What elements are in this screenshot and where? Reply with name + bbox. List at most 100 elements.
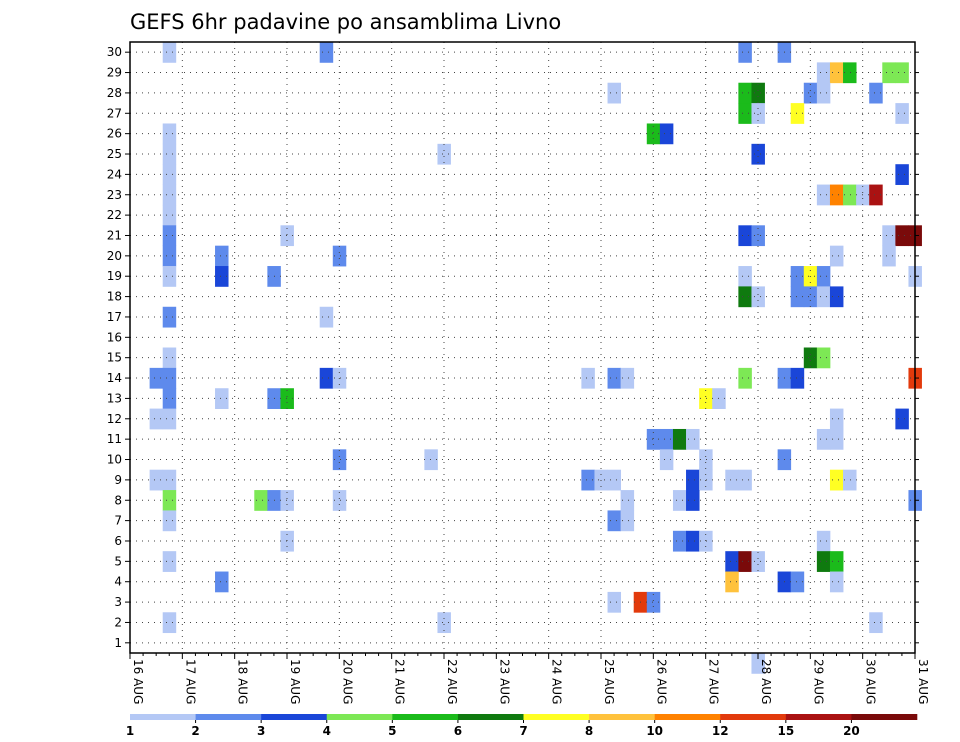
heatmap-cell <box>738 225 752 247</box>
chart-title: GEFS 6hr padavine po ansamblima Livno <box>130 10 561 34</box>
colorbar-segment <box>720 714 787 720</box>
heatmap-cell <box>790 103 805 124</box>
heatmap-cell <box>215 388 229 409</box>
heatmap-cell <box>607 82 622 104</box>
heatmap-cell <box>738 82 752 104</box>
heatmap-cell <box>829 286 844 308</box>
y-tick-label: 27 <box>107 106 122 120</box>
x-tick-label: 31 AUG <box>916 659 930 704</box>
x-tick-label: 28 AUG <box>759 659 773 704</box>
heatmap-cell <box>738 469 752 491</box>
heatmap-cell <box>162 347 177 369</box>
heatmap-cell <box>162 184 177 206</box>
heatmap-cell <box>882 62 896 84</box>
heatmap-cell <box>672 490 687 511</box>
y-tick-label: 8 <box>114 493 122 507</box>
y-tick-label: 17 <box>107 310 122 324</box>
heatmap-cell <box>162 204 177 226</box>
heatmap-cell <box>816 82 831 104</box>
heatmap-cell <box>332 490 347 511</box>
heatmap-cell <box>424 449 438 471</box>
y-tick-label: 4 <box>114 575 122 589</box>
heatmap-cell <box>738 367 752 389</box>
colorbar-label: 2 <box>191 724 199 738</box>
colorbar-label: 1 <box>126 724 134 738</box>
heatmap-cell <box>162 42 177 63</box>
heatmap-cell <box>620 490 635 511</box>
colorbar-segment <box>130 714 196 720</box>
heatmap-cell <box>659 428 674 450</box>
heatmap-cell <box>738 42 752 63</box>
heatmap-cell <box>882 245 896 267</box>
x-tick-label: 21 AUG <box>393 659 407 704</box>
x-tick-label: 27 AUG <box>707 659 721 704</box>
heatmap-cell <box>686 530 700 552</box>
y-tick-label: 23 <box>107 188 122 202</box>
y-tick-label: 19 <box>107 269 122 283</box>
y-tick-label: 26 <box>107 127 122 141</box>
colorbar-legend: 1 2 3 4 5 6 7 8 10 12 15 20 <box>126 714 918 738</box>
heatmap-cell <box>725 571 739 593</box>
heatmap-cell <box>751 286 765 308</box>
y-tick-label: 13 <box>107 391 122 405</box>
heatmap-cell <box>280 490 294 511</box>
heatmap-cell <box>738 266 752 287</box>
heatmap-cell <box>829 428 844 450</box>
heatmap-cell <box>607 367 622 389</box>
heatmap-cell <box>607 510 622 532</box>
heatmap-cell <box>751 551 765 572</box>
heatmap-cell <box>319 42 334 63</box>
colorbar-label: 4 <box>323 724 331 738</box>
heatmap-cell <box>162 490 177 511</box>
x-axis: 16 AUG 17 AUG 18 AUG 19 AUG 20 AUG 21 AUG 22 A… <box>129 653 930 704</box>
y-tick-label: 29 <box>107 66 122 80</box>
heatmap-cell <box>816 530 831 552</box>
heatmap-cell <box>816 347 831 369</box>
heatmap-cell <box>581 469 595 491</box>
heatmap-cell <box>725 469 739 491</box>
heatmap-cell <box>829 408 844 430</box>
heatmap-cell <box>751 225 765 247</box>
heatmap-cell <box>738 286 752 308</box>
heatmap-cell <box>829 184 844 206</box>
heatmap-cell <box>607 591 622 613</box>
heatmap-cell <box>882 225 896 247</box>
colorbar-segment <box>851 714 918 720</box>
x-tick-label: 19 AUG <box>288 659 302 704</box>
colorbar-segment <box>654 714 721 720</box>
colorbar-label: 8 <box>585 724 593 738</box>
heatmap-cell <box>620 367 635 389</box>
y-tick-label: 1 <box>114 636 122 650</box>
y-tick-label: 28 <box>107 86 122 100</box>
y-tick-label: 16 <box>107 330 122 344</box>
heatmap-cell <box>332 449 347 471</box>
heatmap-cell <box>646 428 661 450</box>
heatmap-cell <box>843 469 857 491</box>
y-tick-label: 6 <box>114 534 122 548</box>
colorbar-segment <box>261 714 328 720</box>
heatmap-cell <box>699 388 713 409</box>
colorbar-label: 12 <box>712 724 729 738</box>
y-tick-label: 21 <box>107 228 122 242</box>
y-tick-label: 18 <box>107 290 122 304</box>
heatmap-cell <box>829 62 844 84</box>
y-tick-label: 14 <box>107 371 122 385</box>
x-tick-label: 29 AUG <box>811 659 825 704</box>
heatmap-cell <box>162 367 177 389</box>
y-tick-label: 9 <box>114 473 122 487</box>
x-tick-label: 25 AUG <box>602 659 616 704</box>
colorbar-label: 20 <box>843 724 860 738</box>
x-tick-label: 22 AUG <box>445 659 459 704</box>
heatmap-cell <box>895 62 909 84</box>
grid-lines <box>129 42 916 653</box>
heatmap-cell <box>319 367 334 389</box>
heatmap-cell <box>659 123 674 145</box>
colorbar-label: 3 <box>257 724 265 738</box>
heatmap-cell <box>280 388 294 409</box>
heatmap-cell <box>254 490 268 511</box>
heatmap-cell <box>162 143 177 165</box>
colorbar-segment <box>326 714 393 720</box>
heatmap-cells <box>149 42 922 674</box>
heatmap-cell <box>672 428 687 450</box>
